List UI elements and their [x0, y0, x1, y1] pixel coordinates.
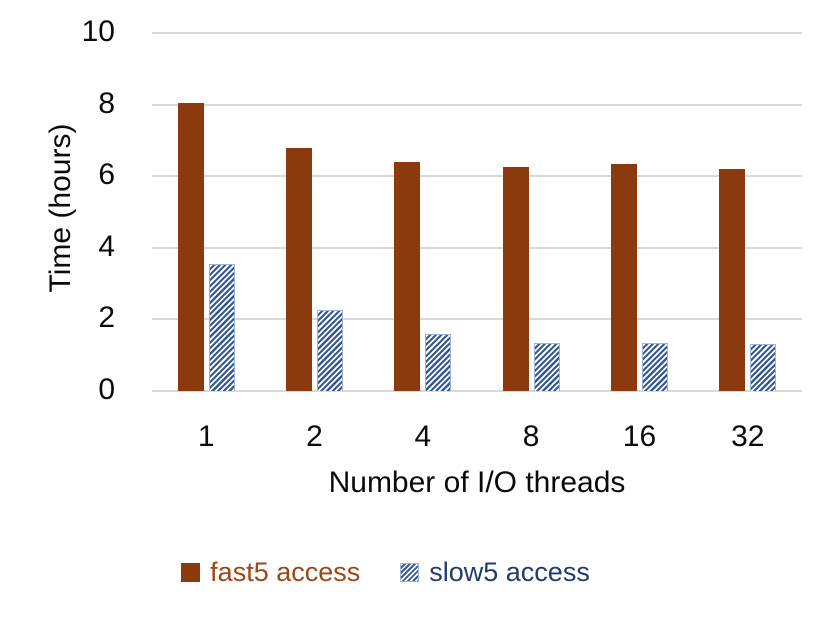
bar-slow5-access-2	[316, 310, 343, 391]
plot-area	[152, 32, 802, 392]
bar-fast5-access-1	[177, 102, 204, 391]
x-tick-label-8: 8	[522, 420, 540, 453]
bar-group-8	[477, 33, 585, 391]
legend-item-slow5-access: slow5 access	[400, 557, 590, 588]
gridline	[152, 32, 802, 34]
bar-slow5-access-4	[425, 333, 452, 391]
x-tick-label-2: 2	[306, 420, 323, 453]
bar-fast5-access-8	[502, 167, 529, 391]
legend-label-fast5-access: fast5 access	[210, 557, 361, 587]
gridline	[152, 246, 802, 249]
x-tick-label-32: 32	[731, 420, 765, 453]
gridline	[152, 175, 802, 178]
legend-swatch-slow5-access-icon	[400, 563, 420, 582]
y-tick-label: 8	[98, 86, 115, 120]
bar-slow5-access-16	[641, 342, 668, 391]
gridline	[152, 390, 802, 392]
y-axis-title: Time (hours)	[44, 123, 77, 293]
bar-fast5-access-2	[285, 147, 312, 391]
gridline	[152, 318, 802, 321]
x-axis-tick-labels: 1 2 4 8 16 32	[152, 420, 802, 454]
bar-group-2	[260, 33, 368, 391]
bar-groups	[152, 33, 802, 391]
legend: fast5 access slow5 access	[0, 557, 801, 588]
bar-fast5-access-16	[610, 163, 637, 391]
x-tick-label-1: 1	[197, 420, 215, 453]
y-tick-label: 10	[81, 14, 115, 48]
bar-slow5-access-1	[208, 263, 235, 391]
x-axis-title: Number of I/O threads	[328, 466, 626, 499]
x-tick-label-16: 16	[622, 420, 657, 453]
legend-label-slow5-access: slow5 access	[429, 557, 590, 587]
bar-group-1	[152, 33, 260, 391]
bar-group-32	[694, 33, 802, 391]
gridline	[152, 103, 802, 106]
bar-fast5-access-4	[394, 161, 421, 391]
y-tick-label: 0	[98, 372, 115, 406]
bar-slow5-access-32	[750, 344, 777, 391]
bar-fast5-access-32	[719, 169, 746, 391]
bar-group-16	[585, 33, 693, 391]
legend-item-fast5-access: fast5 access	[181, 557, 360, 588]
legend-swatch-fast5-access-icon	[181, 563, 201, 582]
bar-group-4	[369, 33, 477, 391]
y-tick-label: 4	[98, 229, 115, 263]
y-tick-label: 6	[98, 157, 115, 191]
y-tick-label: 2	[98, 301, 115, 335]
x-tick-label-4: 4	[414, 420, 432, 453]
bar-slow5-access-8	[533, 342, 560, 391]
